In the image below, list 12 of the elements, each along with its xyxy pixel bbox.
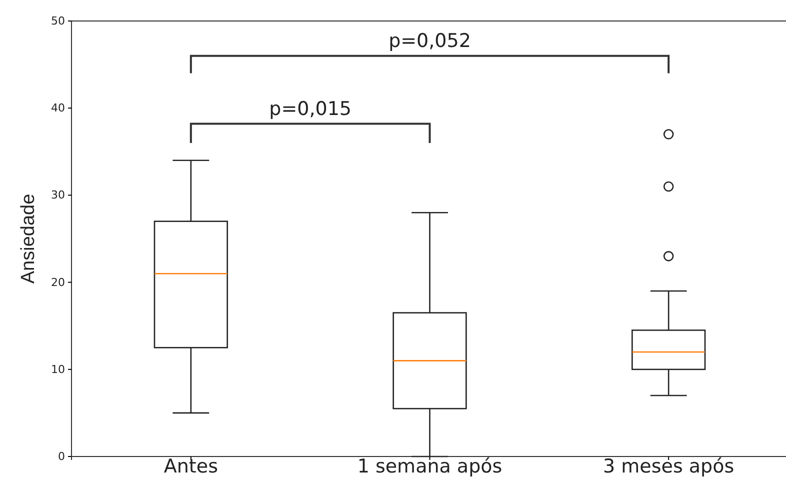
x-tick-label: 3 meses após <box>603 456 734 478</box>
y-tick-label: 30 <box>51 188 65 202</box>
y-axis-title: Ansiedade <box>18 194 39 284</box>
annotation: p=0,052 <box>388 30 471 52</box>
y-tick-label: 20 <box>51 276 65 289</box>
y-tick-label: 40 <box>51 102 65 115</box>
y-tick-label: 50 <box>51 14 65 28</box>
x-tick-label: 1 semana após <box>357 456 502 478</box>
x-tick-label: Antes <box>164 456 218 478</box>
y-tick-label: 10 <box>51 362 65 376</box>
annotation: p=0,015 <box>269 98 352 120</box>
y-tick-label: 0 <box>58 450 65 464</box>
